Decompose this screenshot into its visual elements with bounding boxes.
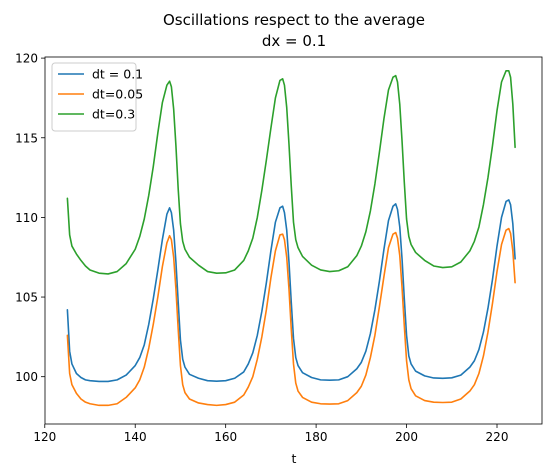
x-tick-label: 220 — [486, 430, 509, 444]
legend-entry-2: dt=0.05 — [92, 87, 143, 102]
series-line-1 — [66, 199, 516, 383]
x-tick-label: 160 — [214, 430, 237, 444]
y-tick-label: 100 — [15, 370, 38, 384]
y-tick-label: 120 — [15, 52, 38, 66]
legend-entry-1: dt = 0.1 — [92, 67, 143, 82]
chart-subtitle: dx = 0.1 — [262, 32, 326, 50]
chart-title: Oscillations respect to the average — [163, 11, 425, 29]
axes-frame — [44, 56, 543, 425]
series-line-2 — [66, 227, 516, 407]
x-tick-label: 180 — [305, 430, 328, 444]
x-axis: 120 140 160 180 200 220 — [33, 424, 508, 444]
legend: dt = 0.1 dt=0.05 dt=0.3 — [51, 62, 143, 132]
y-tick-label: 110 — [15, 211, 38, 225]
x-tick-label: 140 — [124, 430, 147, 444]
y-axis: 100 105 110 115 120 — [15, 52, 45, 384]
x-axis-label: t — [292, 451, 297, 466]
y-tick-label: 105 — [15, 291, 38, 305]
series-line-3 — [66, 70, 516, 275]
legend-entry-3: dt=0.3 — [92, 107, 135, 122]
y-tick-label: 115 — [15, 131, 38, 145]
series-layer — [66, 70, 516, 407]
x-tick-label: 200 — [395, 430, 418, 444]
x-tick-label: 120 — [33, 430, 56, 444]
plot-area — [44, 56, 543, 425]
